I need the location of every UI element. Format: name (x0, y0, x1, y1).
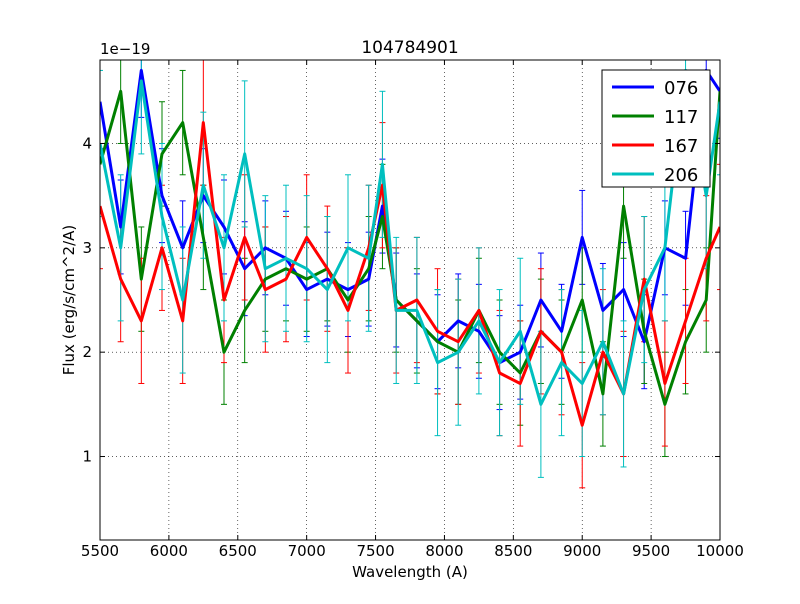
legend-label-206: 206 (664, 165, 698, 186)
y-axis-label: Flux (erg/s/cm^2/A) (60, 225, 78, 376)
x-tick-label: 6500 (219, 542, 257, 560)
y-tick-label: 2 (82, 343, 92, 361)
x-tick-label: 9500 (632, 542, 670, 560)
x-tick-label: 9000 (563, 542, 601, 560)
x-tick-label: 8000 (425, 542, 463, 560)
x-tick-label: 7000 (288, 542, 326, 560)
legend-box (601, 69, 711, 188)
y-tick-label: 1 (82, 448, 92, 466)
y-tick-label: 4 (82, 134, 92, 152)
chart-title: 104784901 (361, 38, 458, 58)
x-tick-label: 8500 (494, 542, 532, 560)
legend-label-076: 076 (664, 78, 698, 99)
axis-ticks: 5500 6000 6500 7000 7500 8000 8500 9000 9500 1000… (81, 60, 744, 560)
legend: 076 117 167 206 (601, 69, 711, 188)
plot-frame (99, 59, 721, 541)
x-tick-label: 5500 (81, 542, 119, 560)
x-tick-label: 6000 (150, 542, 188, 560)
series-line-206 (100, 68, 720, 406)
legend-label-117: 117 (664, 107, 698, 128)
y-offset-label: 1e−19 (100, 40, 150, 58)
x-tick-label: 10000 (696, 542, 744, 560)
x-tick-label: 7500 (356, 542, 394, 560)
legend-label-167: 167 (664, 136, 698, 157)
y-tick-label: 3 (82, 239, 92, 257)
x-axis-label: Wavelength (A) (352, 563, 468, 581)
data-layer (100, 60, 720, 489)
